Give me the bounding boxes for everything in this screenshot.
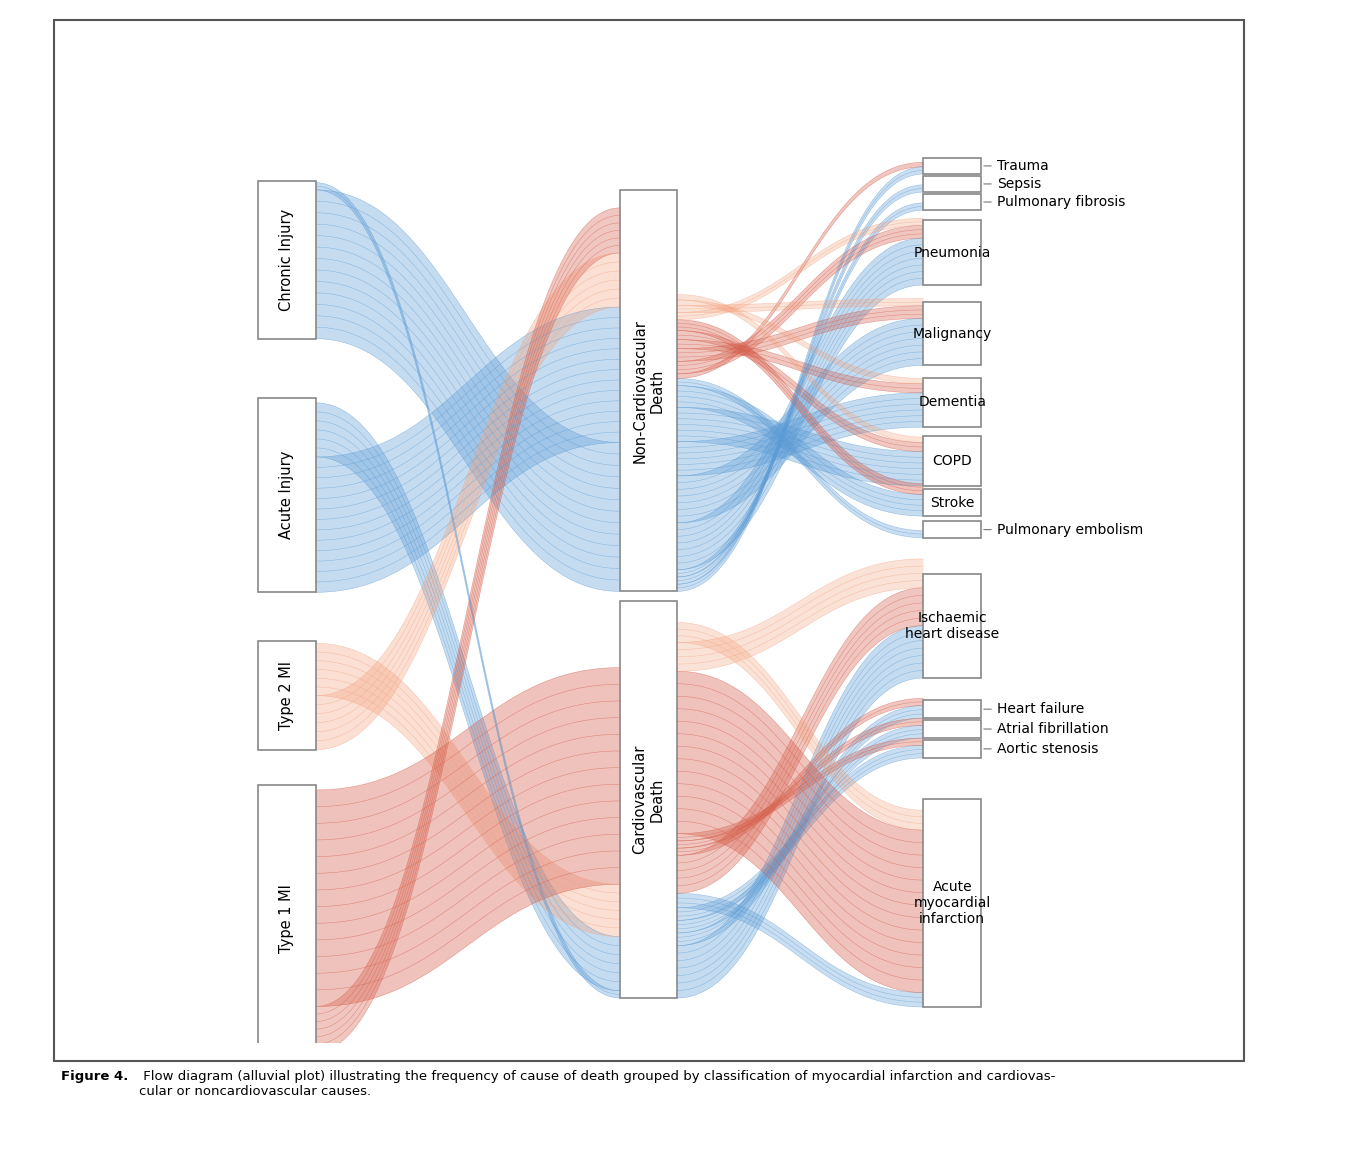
Text: Malignancy: Malignancy [913, 327, 992, 341]
Polygon shape [677, 294, 923, 443]
Polygon shape [677, 218, 923, 320]
Bar [923, 436, 982, 486]
Text: Acute
myocardial
infarction: Acute myocardial infarction [914, 880, 991, 926]
Polygon shape [677, 162, 923, 379]
Bar [258, 398, 316, 592]
Bar [258, 641, 316, 750]
Polygon shape [677, 588, 923, 893]
Text: Figure 4.: Figure 4. [61, 1070, 128, 1083]
Text: Sepsis: Sepsis [984, 177, 1041, 191]
Polygon shape [677, 718, 923, 849]
Bar [923, 720, 982, 738]
Polygon shape [677, 379, 923, 538]
Polygon shape [677, 745, 923, 920]
Polygon shape [316, 190, 619, 592]
Polygon shape [677, 672, 923, 993]
Text: Non-Cardiovascular
Death: Non-Cardiovascular Death [633, 319, 665, 463]
Bar [923, 574, 982, 679]
Polygon shape [677, 299, 923, 313]
Polygon shape [316, 668, 619, 1007]
Bar [923, 193, 982, 210]
Bar [923, 377, 982, 427]
Polygon shape [677, 185, 923, 584]
Text: Pulmonary fibrosis: Pulmonary fibrosis [984, 195, 1125, 209]
Bar [923, 302, 982, 366]
Polygon shape [316, 207, 619, 1051]
Polygon shape [677, 893, 923, 1007]
Polygon shape [316, 643, 619, 936]
Bar [923, 220, 982, 285]
Polygon shape [677, 622, 923, 830]
Polygon shape [677, 331, 923, 451]
Text: Pulmonary embolism: Pulmonary embolism [984, 523, 1142, 537]
Text: Stroke: Stroke [930, 496, 975, 510]
Text: Heart failure: Heart failure [984, 702, 1084, 716]
Bar [923, 799, 982, 1007]
Polygon shape [316, 253, 619, 750]
Polygon shape [677, 238, 923, 570]
Polygon shape [677, 408, 923, 486]
Polygon shape [677, 320, 923, 495]
Text: Chronic Injury: Chronic Injury [280, 209, 295, 311]
Bar [258, 180, 316, 339]
Polygon shape [677, 306, 923, 361]
Text: Cardiovascular
Death: Cardiovascular Death [633, 744, 665, 854]
Polygon shape [677, 319, 923, 523]
Bar [923, 489, 982, 516]
Polygon shape [677, 699, 923, 856]
Polygon shape [677, 706, 923, 946]
Polygon shape [677, 738, 923, 841]
Polygon shape [677, 340, 923, 393]
Polygon shape [677, 626, 923, 999]
Text: Dementia: Dementia [918, 395, 986, 409]
Bar [619, 601, 677, 999]
Text: Type 1 MI: Type 1 MI [280, 884, 295, 953]
Text: Type 2 MI: Type 2 MI [280, 661, 295, 730]
Polygon shape [316, 307, 619, 592]
Bar [619, 190, 677, 592]
Text: Aortic stenosis: Aortic stenosis [984, 742, 1098, 756]
Polygon shape [677, 300, 923, 384]
Polygon shape [677, 203, 923, 577]
Polygon shape [316, 183, 619, 999]
Polygon shape [677, 393, 923, 476]
Polygon shape [677, 225, 923, 374]
Polygon shape [677, 725, 923, 933]
Text: COPD: COPD [933, 454, 972, 468]
Bar [923, 522, 982, 538]
Bar [923, 176, 982, 192]
Text: Flow diagram (alluvial plot) illustrating the frequency of cause of death groupe: Flow diagram (alluvial plot) illustratin… [139, 1070, 1056, 1098]
Text: Atrial fibrillation: Atrial fibrillation [984, 722, 1109, 736]
Polygon shape [677, 559, 923, 672]
Text: Acute Injury: Acute Injury [280, 451, 295, 539]
Bar [258, 785, 316, 1051]
Bar [923, 740, 982, 758]
Text: Pneumonia: Pneumonia [914, 246, 991, 259]
Polygon shape [677, 166, 923, 592]
Polygon shape [677, 386, 923, 516]
Bar [923, 158, 982, 173]
Text: Ischaemic
heart disease: Ischaemic heart disease [906, 611, 999, 641]
Bar [923, 700, 982, 718]
Text: Trauma: Trauma [984, 159, 1049, 173]
Polygon shape [316, 403, 619, 990]
